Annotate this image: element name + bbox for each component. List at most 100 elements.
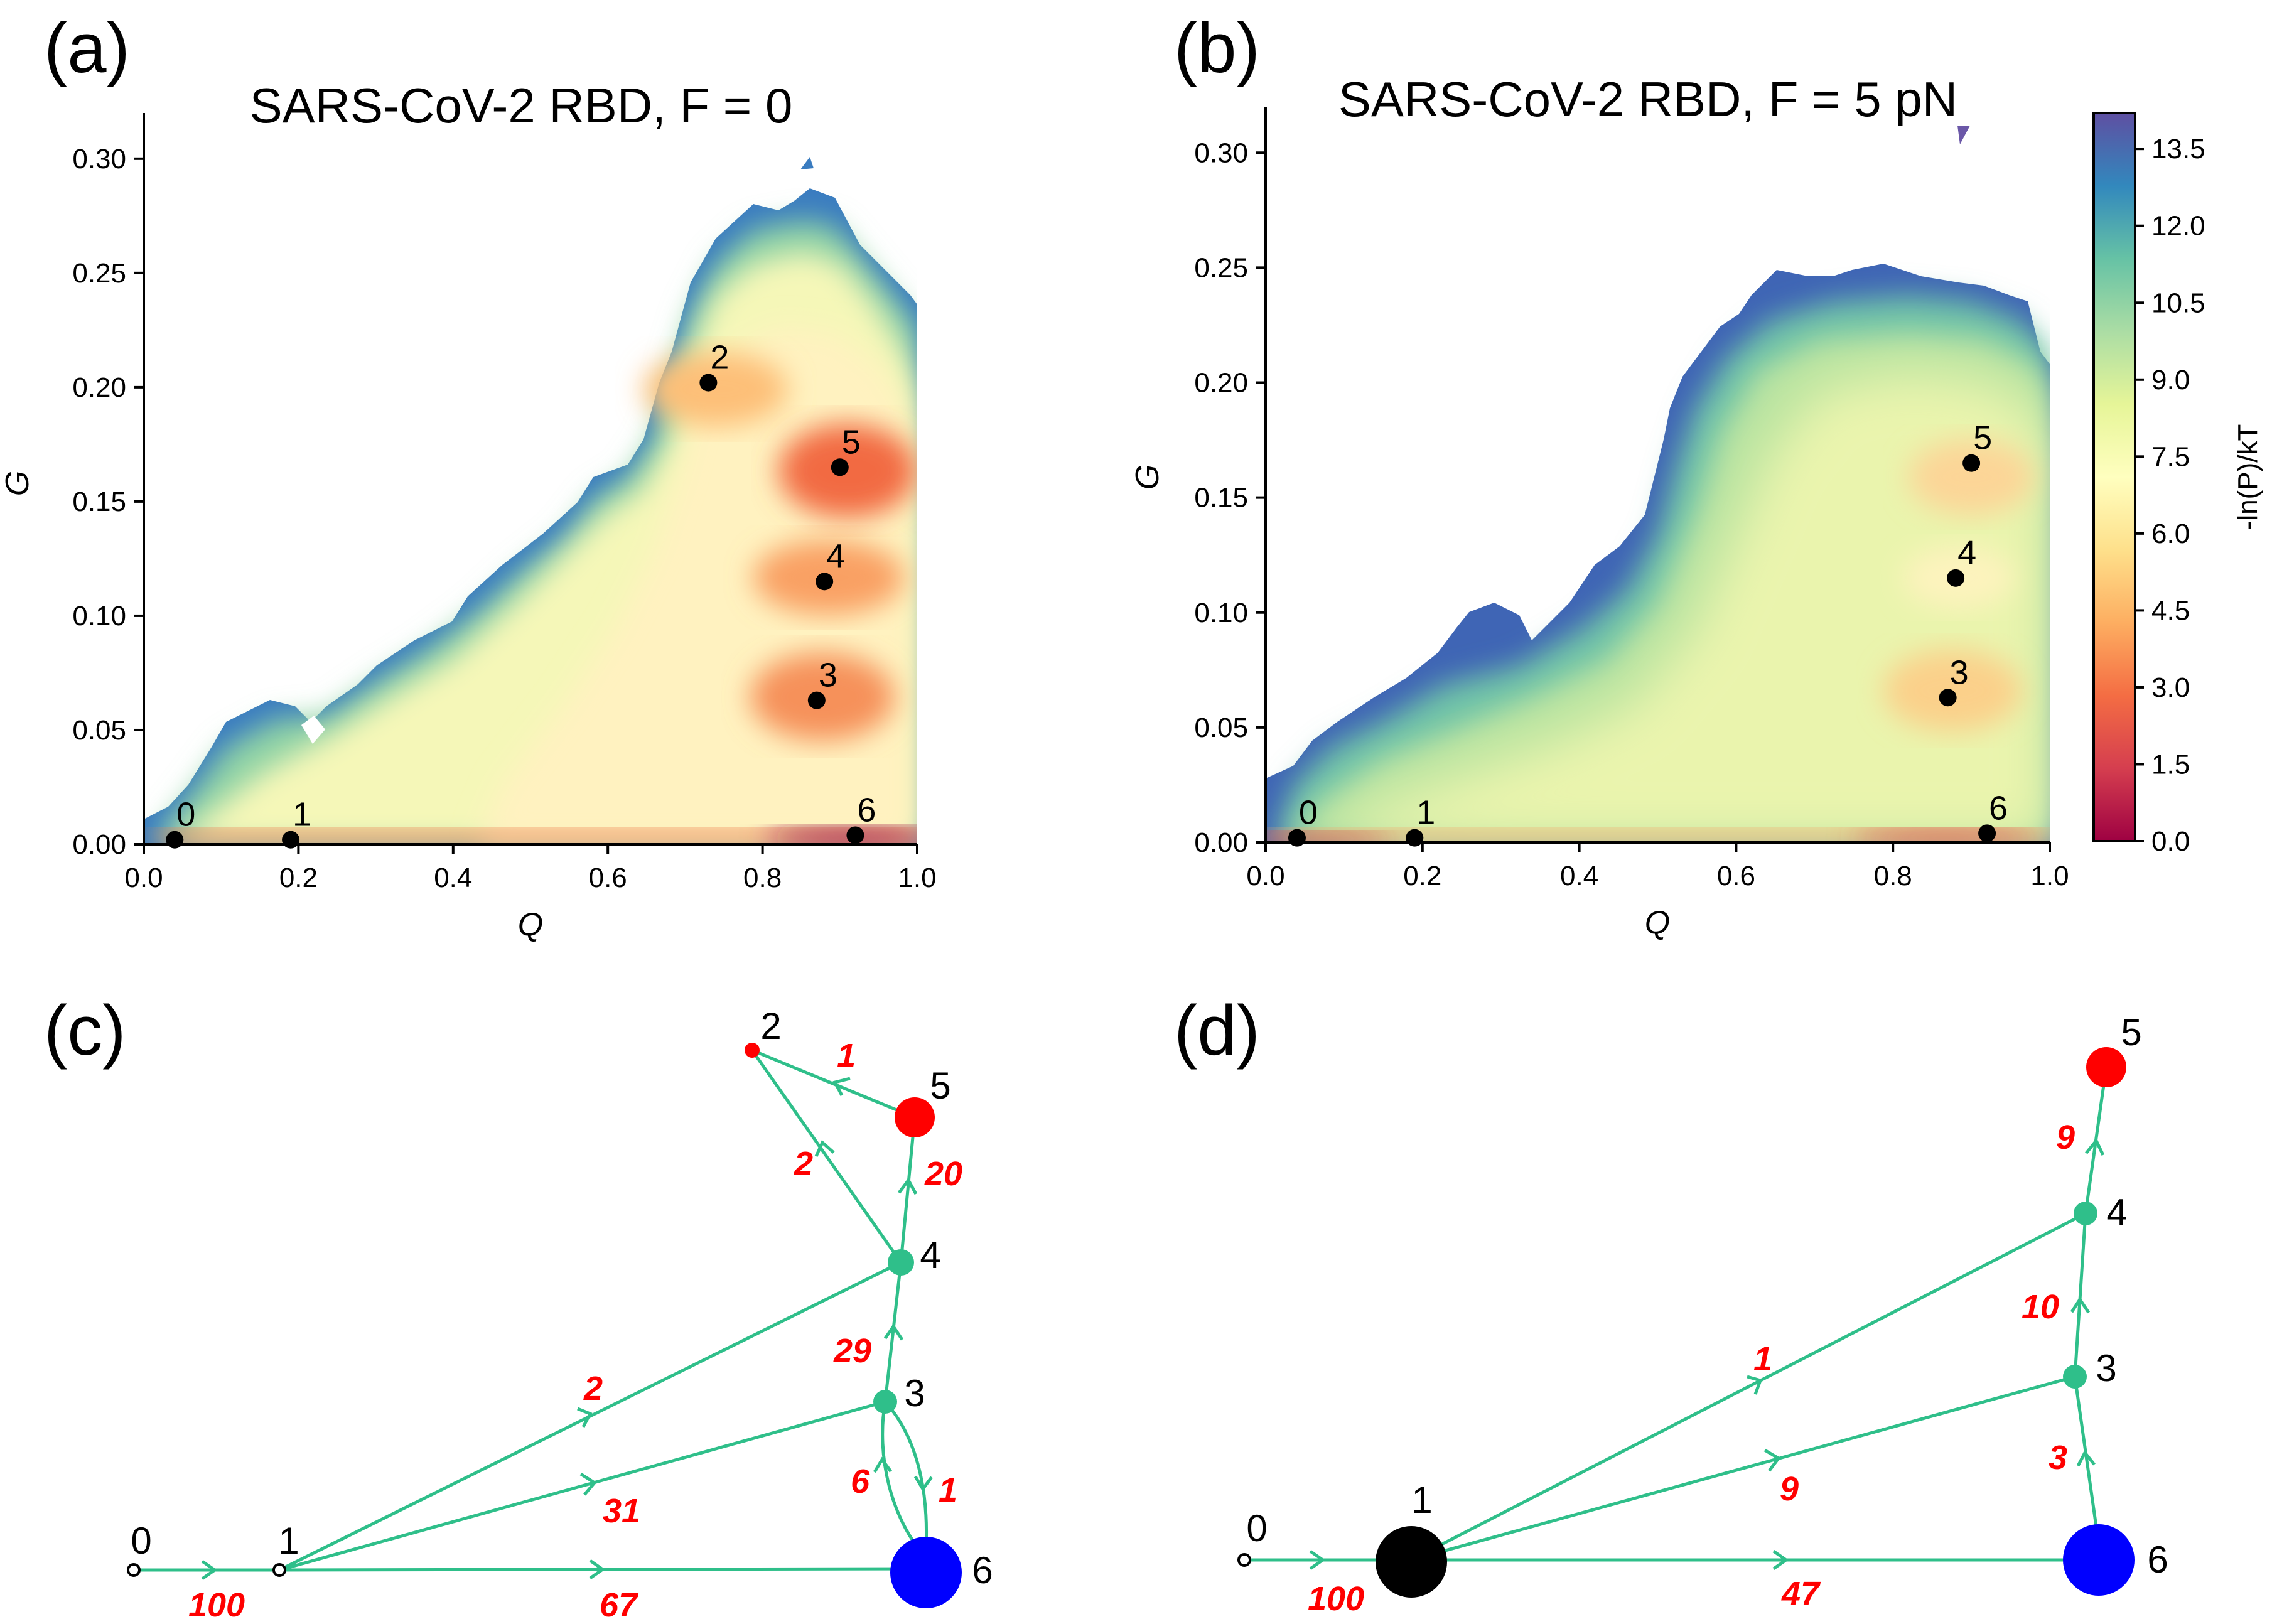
state-point-3 xyxy=(807,691,826,709)
node-d-5-label: 5 xyxy=(2121,1011,2141,1053)
axes-a-y-label: G xyxy=(0,471,36,496)
colorbar-tick-label: 12.0 xyxy=(2151,211,2205,242)
state-label-1: 1 xyxy=(1416,794,1435,832)
landscape-a-hole xyxy=(301,716,325,744)
x-tick-label: 0.6 xyxy=(1717,861,1755,891)
edge-c-3-4 xyxy=(883,1262,903,1402)
panel-a-letter: (a) xyxy=(44,9,130,87)
arrow-d-0-1 xyxy=(1309,1549,1326,1571)
axes-b xyxy=(1264,107,2050,844)
flux-d-4-5: 9 xyxy=(2056,1119,2075,1156)
x-tick-label: 0.2 xyxy=(1403,861,1441,891)
arrow-c-1-4 xyxy=(577,1407,593,1428)
colorbar-tick-label: 0.0 xyxy=(2151,826,2190,857)
panel-a: (a) SARS-CoV-2 RBD, F = 0 0.0 0.2 0.4 0.6 0.… xyxy=(0,9,937,943)
node-d-6 xyxy=(2063,1524,2135,1596)
panel-c: (c) xyxy=(44,991,993,1624)
arrow-c-3-6 xyxy=(913,1475,934,1492)
colorbar-tick-label: 13.5 xyxy=(2151,134,2205,164)
node-c-2 xyxy=(745,1043,760,1058)
node-d-3-label: 3 xyxy=(2096,1347,2116,1389)
flux-c-4-2: 2 xyxy=(794,1145,813,1183)
edge-c-3-6 xyxy=(884,1401,928,1557)
axes-a-x-ticks: 0.0 0.2 0.4 0.6 0.8 1.0 xyxy=(124,844,937,893)
node-c-1 xyxy=(272,1563,286,1577)
colorbar-tick-label: 10.5 xyxy=(2151,288,2205,318)
state-label-4: 4 xyxy=(826,537,845,575)
y-tick-label: 0.15 xyxy=(72,487,126,517)
x-tick-label: 0.4 xyxy=(1560,861,1598,891)
node-d-6-label: 6 xyxy=(2147,1539,2168,1581)
state-point-1 xyxy=(282,831,300,849)
flux-c-1-3: 31 xyxy=(603,1492,640,1530)
x-tick-label: 0.0 xyxy=(124,863,163,893)
state-point-2 xyxy=(699,374,718,392)
landscape-a xyxy=(144,157,917,844)
state-label-1: 1 xyxy=(293,796,311,834)
colorbar-tick-label: 6.0 xyxy=(2151,519,2190,549)
x-tick-label: 0.8 xyxy=(1874,861,1912,891)
panel-c-letter: (c) xyxy=(44,991,126,1070)
state-point-0 xyxy=(1288,829,1306,847)
colorbar-tick-label: 3.0 xyxy=(2151,672,2190,703)
basin-b-5 xyxy=(1909,439,2034,515)
edge-d-1-4 xyxy=(1410,1212,2087,1562)
arrow-c-3-4 xyxy=(883,1323,904,1341)
node-d-0-label: 0 xyxy=(1246,1507,1267,1549)
axes-b-y-ticks: 0.00 0.05 0.10 0.15 0.20 0.25 0.30 xyxy=(1194,137,1266,858)
x-tick-label: 1.0 xyxy=(898,863,936,893)
basin-a-6-band xyxy=(157,830,917,844)
axes-a xyxy=(143,113,917,846)
state-label-0: 0 xyxy=(1299,794,1318,832)
panel-b: (b) SARS-CoV-2 RBD, F = 5 pN 0.0 0.2 0.4 0.… xyxy=(1129,9,2263,941)
flux-c-3-4: 29 xyxy=(833,1332,871,1370)
y-tick-label: 0.10 xyxy=(1194,598,1248,628)
colorbar-tick-label: 1.5 xyxy=(2151,749,2190,780)
y-tick-label: 0.00 xyxy=(72,829,126,860)
state-point-4 xyxy=(816,573,834,591)
landscape-b-band-yellow xyxy=(1318,370,2050,842)
state-point-5 xyxy=(1962,454,1981,472)
state-label-5: 5 xyxy=(842,423,861,461)
flux-d-1-4: 1 xyxy=(1753,1340,1772,1378)
x-tick-label: 0.8 xyxy=(743,863,782,893)
axes-b-x-ticks: 0.0 0.2 0.4 0.6 0.8 1.0 xyxy=(1246,842,2069,891)
landscape-a-notch xyxy=(490,446,505,483)
panel-a-title: SARS-CoV-2 RBD, F = 0 xyxy=(250,78,793,133)
edge-c-1-3 xyxy=(279,1400,886,1572)
x-tick-label: 0.0 xyxy=(1246,861,1284,891)
state-label-2: 2 xyxy=(710,339,729,377)
node-d-3 xyxy=(2063,1365,2087,1389)
node-c-5 xyxy=(895,1097,935,1137)
x-tick-label: 1.0 xyxy=(2030,861,2069,891)
flux-c-1-4: 2 xyxy=(583,1370,603,1407)
state-point-0 xyxy=(166,831,184,849)
arrow-d-3-4 xyxy=(2070,1296,2091,1314)
network-c: 0 1 2 3 4 5 6 100 67 31 2 6 1 29 20 2 1 xyxy=(127,1005,993,1624)
colorbar-bar xyxy=(2092,112,2136,842)
colorbar-label: -ln(P)/kT xyxy=(2232,424,2263,530)
node-d-1 xyxy=(1376,1526,1447,1598)
basin-a-2 xyxy=(643,352,788,427)
x-tick-label: 0.4 xyxy=(434,863,472,893)
state-label-6: 6 xyxy=(1989,789,2008,827)
flux-c-4-5: 20 xyxy=(924,1155,962,1193)
flux-d-1-6: 47 xyxy=(1781,1575,1821,1613)
arrow-c-0-1 xyxy=(201,1559,218,1581)
states-b: 0 1 3 4 5 6 xyxy=(1288,419,2008,847)
state-label-3: 3 xyxy=(1950,653,1969,691)
flux-d-6-3: 3 xyxy=(2049,1439,2067,1476)
arrow-c-1-3 xyxy=(579,1472,597,1496)
y-tick-label: 0.20 xyxy=(72,372,126,403)
y-tick-label: 0.15 xyxy=(1194,483,1248,514)
edge-c-4-5 xyxy=(899,1117,917,1263)
colorbar-ticks: 0.0 1.5 3.0 4.5 6.0 7.5 9.0 10.5 12.0 13.5 xyxy=(2135,134,2205,857)
states-a: 0 1 2 3 4 5 6 xyxy=(166,339,876,849)
node-d-4 xyxy=(2074,1202,2097,1225)
landscape-b xyxy=(1266,126,2050,842)
state-label-5: 5 xyxy=(1973,419,1992,457)
arrow-d-1-3 xyxy=(1763,1448,1781,1472)
y-tick-label: 0.00 xyxy=(1194,827,1248,858)
node-c-2-label: 2 xyxy=(760,1005,781,1047)
edge-c-5-2 xyxy=(751,1048,915,1119)
